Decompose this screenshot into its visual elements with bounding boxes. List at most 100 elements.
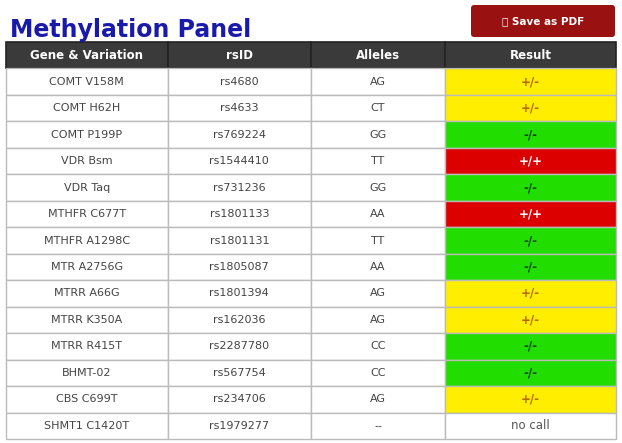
Text: -/-: -/- [524, 366, 537, 379]
Text: CC: CC [370, 368, 386, 378]
Text: --: -- [374, 421, 382, 431]
Bar [445, 280, 616, 307]
Text: +/-: +/- [521, 393, 540, 406]
Text: rs162036: rs162036 [213, 315, 266, 325]
Bar [168, 148, 311, 175]
Text: -/-: -/- [524, 181, 537, 194]
Text: no call: no call [511, 419, 550, 432]
Bar [168, 360, 311, 386]
Bar [311, 307, 445, 333]
Bar [6, 121, 168, 148]
Bar [311, 121, 445, 148]
Bar [311, 280, 445, 307]
Text: 🖹 Save as PDF: 🖹 Save as PDF [502, 16, 584, 26]
FancyBboxPatch shape [471, 5, 615, 37]
Text: rs1805087: rs1805087 [210, 262, 269, 272]
Text: +/+: +/+ [519, 207, 542, 221]
Bar [168, 201, 311, 227]
Text: -/-: -/- [524, 260, 537, 273]
Bar [445, 254, 616, 280]
Bar [6, 201, 168, 227]
Text: rs567754: rs567754 [213, 368, 266, 378]
Text: TT: TT [371, 156, 385, 166]
Text: CT: CT [371, 103, 386, 113]
Text: rs731236: rs731236 [213, 183, 266, 193]
Text: +/-: +/- [521, 313, 540, 326]
Text: +/+: +/+ [519, 155, 542, 167]
Bar [168, 95, 311, 121]
Text: COMT P199P: COMT P199P [51, 130, 123, 140]
Bar [445, 227, 616, 254]
Bar [6, 227, 168, 254]
Bar [311, 386, 445, 412]
Text: AA: AA [370, 209, 386, 219]
Text: Result: Result [509, 49, 552, 62]
Text: SHMT1 C1420T: SHMT1 C1420T [44, 421, 129, 431]
Text: rsID: rsID [226, 49, 253, 62]
Text: TT: TT [371, 236, 385, 245]
Bar [311, 42, 445, 69]
Bar [311, 148, 445, 175]
Text: AA: AA [370, 262, 386, 272]
Bar [6, 42, 168, 69]
Text: MTHFR C677T: MTHFR C677T [48, 209, 126, 219]
Bar [311, 95, 445, 121]
Bar [445, 360, 616, 386]
Bar [445, 42, 616, 69]
Text: AG: AG [370, 288, 386, 299]
Text: MTRR K350A: MTRR K350A [51, 315, 123, 325]
Text: Gene & Variation: Gene & Variation [30, 49, 143, 62]
Bar [445, 333, 616, 360]
Text: GG: GG [369, 130, 387, 140]
Bar [311, 227, 445, 254]
Bar [445, 148, 616, 175]
Bar [311, 412, 445, 439]
Bar [168, 307, 311, 333]
Bar [168, 412, 311, 439]
Bar [6, 386, 168, 412]
Bar [6, 175, 168, 201]
Text: rs2287780: rs2287780 [209, 342, 269, 351]
Text: GG: GG [369, 183, 387, 193]
Text: CC: CC [370, 342, 386, 351]
Text: MTRR R415T: MTRR R415T [52, 342, 123, 351]
Bar [311, 254, 445, 280]
Text: COMT H62H: COMT H62H [53, 103, 121, 113]
Text: Methylation Panel: Methylation Panel [10, 18, 251, 42]
Bar [168, 69, 311, 95]
Text: MTHFR A1298C: MTHFR A1298C [44, 236, 130, 245]
Bar [311, 201, 445, 227]
Text: rs234706: rs234706 [213, 394, 266, 404]
Text: rs4680: rs4680 [220, 77, 259, 87]
Bar [168, 121, 311, 148]
Text: MTRR A66G: MTRR A66G [54, 288, 119, 299]
Bar [6, 254, 168, 280]
Text: -/-: -/- [524, 234, 537, 247]
Bar [445, 69, 616, 95]
Text: +/-: +/- [521, 101, 540, 115]
Bar [6, 412, 168, 439]
Bar [6, 360, 168, 386]
Bar [168, 333, 311, 360]
Bar [6, 333, 168, 360]
Bar [168, 280, 311, 307]
Text: BHMT-02: BHMT-02 [62, 368, 111, 378]
Bar [168, 175, 311, 201]
Text: rs1801133: rs1801133 [210, 209, 269, 219]
Bar [311, 360, 445, 386]
Bar [445, 95, 616, 121]
Bar [6, 95, 168, 121]
Text: AG: AG [370, 394, 386, 404]
Text: rs1979277: rs1979277 [209, 421, 269, 431]
Text: rs4633: rs4633 [220, 103, 259, 113]
Text: COMT V158M: COMT V158M [50, 77, 124, 87]
Bar [6, 69, 168, 95]
Text: rs1801131: rs1801131 [210, 236, 269, 245]
Bar [6, 148, 168, 175]
Bar [6, 307, 168, 333]
Bar [311, 175, 445, 201]
Bar [445, 201, 616, 227]
Text: AG: AG [370, 315, 386, 325]
Text: rs1801394: rs1801394 [210, 288, 269, 299]
Text: Alleles: Alleles [356, 49, 400, 62]
